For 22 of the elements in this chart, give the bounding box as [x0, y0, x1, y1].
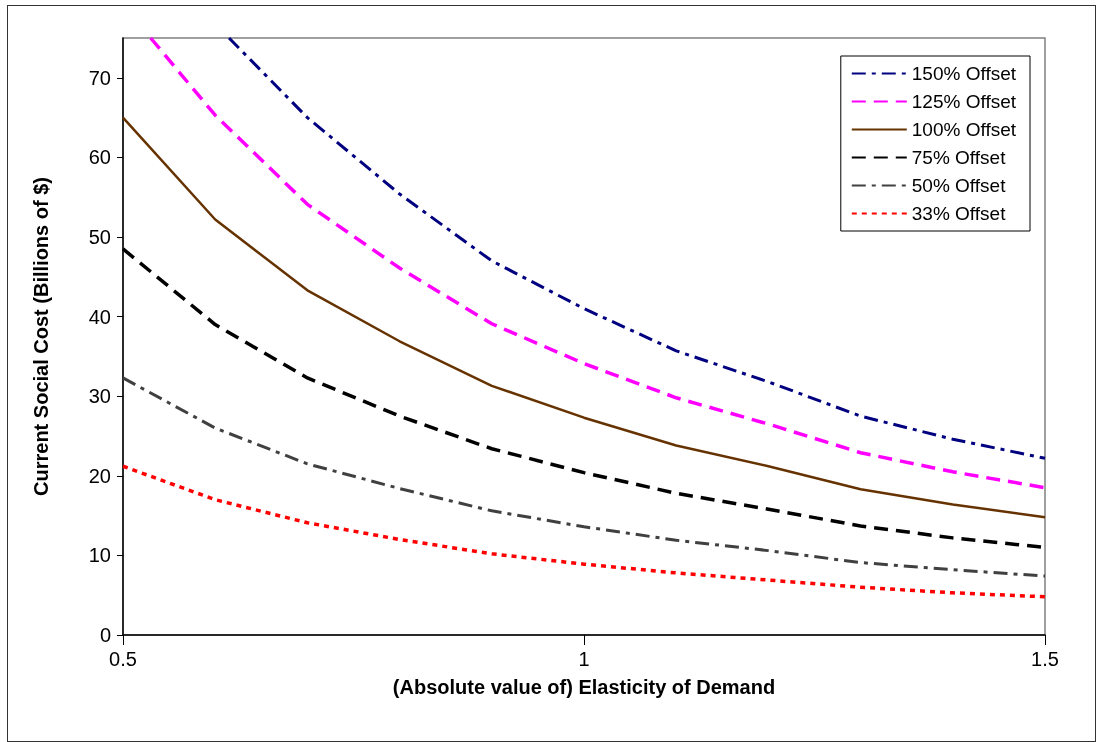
- legend-label: 125% Offset: [911, 91, 1017, 112]
- legend-label: 50% Offset: [911, 175, 1007, 196]
- legend-label: 100% Offset: [911, 119, 1017, 140]
- line-series: [121, 116, 1047, 519]
- line-series: [121, 376, 1047, 578]
- legend-label: 33% Offset: [911, 203, 1007, 224]
- y-tick-label: 70: [88, 66, 111, 89]
- y-tick-label: 0: [99, 624, 111, 646]
- x-axis-title: (Absolute value of) Elasticity of Demand: [392, 676, 776, 698]
- x-tick-label: 0.5: [109, 648, 137, 670]
- y-tick-label: 60: [88, 146, 111, 169]
- x-tick-label: 1: [578, 648, 590, 670]
- y-tick-label: 10: [88, 544, 111, 567]
- y-tick-label: 30: [88, 385, 111, 408]
- line-series: [121, 464, 1047, 599]
- legend-label: 150% Offset: [911, 63, 1017, 84]
- y-tick-label: 20: [88, 464, 111, 487]
- legend-label: 75% Offset: [911, 147, 1007, 168]
- x-tick-label: 1.5: [1031, 648, 1059, 670]
- y-tick-label: 50: [88, 226, 111, 248]
- y-axis-title: Current Social Cost (Billions of $): [30, 177, 52, 496]
- y-tick-label: 40: [88, 305, 111, 328]
